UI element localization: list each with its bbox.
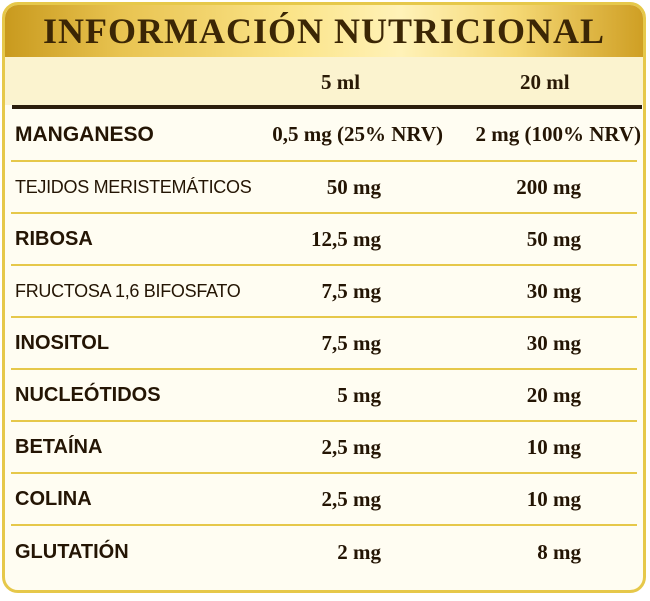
page-title: INFORMACIÓN NUTRICIONAL: [42, 11, 605, 51]
value-20ml: 20 mg: [526, 382, 581, 407]
value-5ml: 0,5 mg (25% NRV): [272, 122, 443, 146]
value-20ml: 30 mg: [526, 278, 581, 303]
value-5ml: 2,5 mg: [321, 486, 382, 511]
value-20ml: 2 mg (100% NRV): [475, 122, 642, 146]
nutrient-name: FRUCTOSA 1,6 BIFOSFATO: [15, 280, 241, 301]
table-row: COLINA 2,5 mg 10 mg: [11, 474, 637, 526]
nutrient-name: NUCLEÓTIDOS: [15, 383, 161, 406]
table-row: BETAÍNA 2,5 mg 10 mg: [11, 422, 637, 474]
nutrition-panel: INFORMACIÓN NUTRICIONAL 5 ml 20 ml MANGA…: [2, 2, 646, 593]
nutrient-name: GLUTATIÓN: [15, 540, 129, 563]
table-row: TEJIDOS MERISTEMÁTICOS 50 mg 200 mg: [11, 162, 637, 214]
value-20ml: 200 mg: [516, 174, 581, 199]
value-5ml: 7,5 mg: [321, 330, 382, 355]
table-row: MANGANESO 0,5 mg (25% NRV) 2 mg (100% NR…: [11, 109, 641, 162]
value-5ml: 2,5 mg: [321, 434, 382, 459]
column-header-5ml: 5 ml: [321, 70, 361, 94]
table-row: INOSITOL 7,5 mg 30 mg: [11, 318, 637, 370]
value-5ml: 5 mg: [337, 382, 381, 407]
nutrient-name: COLINA: [15, 487, 92, 510]
header-banner: INFORMACIÓN NUTRICIONAL: [5, 5, 643, 57]
value-20ml: 50 mg: [526, 226, 581, 251]
nutrient-name: MANGANESO: [15, 122, 154, 146]
value-5ml: 12,5 mg: [311, 226, 381, 251]
table-row: FRUCTOSA 1,6 BIFOSFATO 7,5 mg 30 mg: [11, 266, 637, 318]
table-row: NUCLEÓTIDOS 5 mg 20 mg: [11, 370, 637, 422]
value-5ml: 50 mg: [326, 174, 381, 199]
table-row: GLUTATIÓN 2 mg 8 mg: [11, 526, 637, 578]
nutrient-name: TEJIDOS MERISTEMÁTICOS: [15, 176, 252, 197]
value-20ml: 8 mg: [537, 539, 581, 564]
value-5ml: 2 mg: [337, 539, 381, 564]
nutrient-name: RIBOSA: [15, 227, 93, 250]
value-5ml: 7,5 mg: [321, 278, 382, 303]
column-header-row: 5 ml 20 ml: [5, 57, 643, 105]
nutrient-name: INOSITOL: [15, 331, 110, 354]
column-header-20ml: 20 ml: [520, 70, 570, 94]
nutrient-name: BETAÍNA: [15, 435, 103, 458]
table-row: RIBOSA 12,5 mg 50 mg: [11, 214, 637, 266]
value-20ml: 10 mg: [526, 486, 581, 511]
value-20ml: 10 mg: [526, 434, 581, 459]
nutrient-table: MANGANESO 0,5 mg (25% NRV) 2 mg (100% NR…: [5, 109, 643, 578]
header-divider: [12, 105, 642, 109]
value-20ml: 30 mg: [526, 330, 581, 355]
